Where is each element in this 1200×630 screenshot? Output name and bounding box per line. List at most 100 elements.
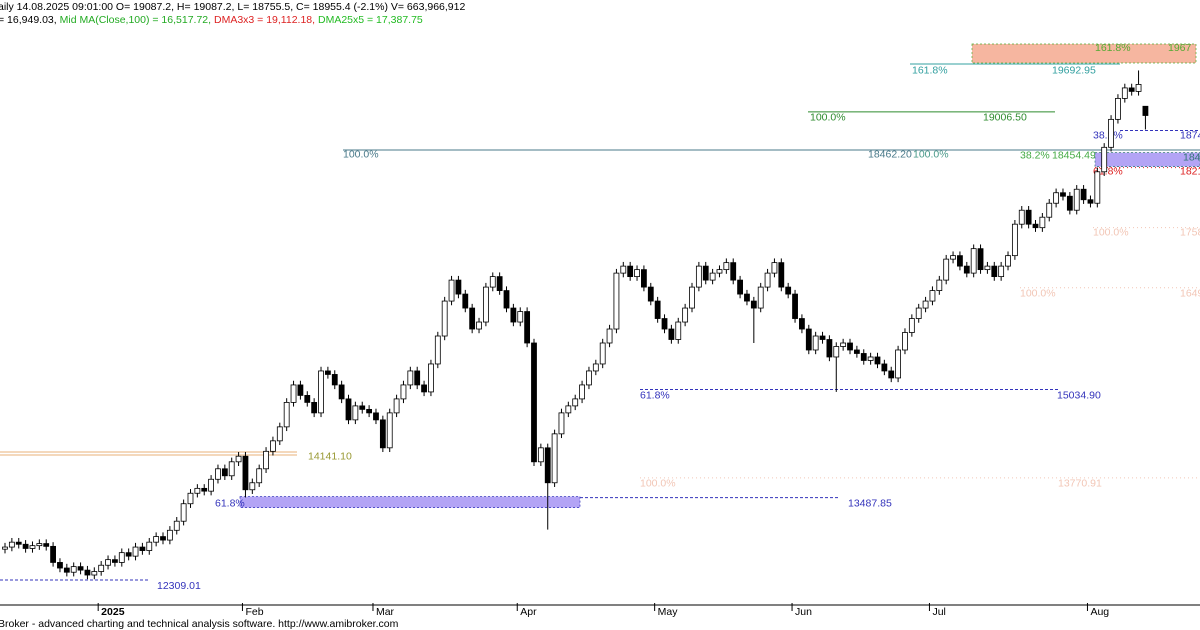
candle-body — [393, 398, 400, 414]
level-percent: 38.2% — [1093, 129, 1123, 141]
candle-body — [407, 370, 414, 386]
candle-body — [139, 546, 146, 551]
candle-body — [1011, 223, 1018, 257]
candle-body — [544, 447, 551, 484]
candle-body — [565, 405, 572, 414]
candle-body — [785, 286, 792, 295]
candle-body — [283, 402, 290, 428]
candle-body — [1135, 84, 1142, 92]
indicator: DMA3x3 = 19,112.18, — [214, 14, 318, 26]
candle-body — [476, 321, 482, 330]
level-label: 1758 — [1180, 226, 1200, 238]
candle-body — [998, 265, 1005, 278]
candle-body — [991, 265, 998, 278]
candle-body — [805, 328, 812, 351]
candle-body — [826, 339, 833, 358]
level-label: 13487.85 — [848, 497, 892, 509]
candle-body — [448, 279, 455, 302]
candle-body — [613, 272, 620, 330]
candle-body — [1094, 171, 1101, 204]
candle-body — [668, 328, 675, 340]
candle-body — [579, 384, 585, 400]
level-label: 18454.49 — [1052, 149, 1096, 161]
level-percent: 61.8% — [640, 389, 670, 401]
candle-body — [112, 559, 118, 563]
x-tick-label: Apr — [520, 606, 537, 618]
candle-body — [860, 353, 867, 361]
candle-body — [242, 455, 249, 491]
candle-body — [304, 395, 311, 403]
candle-body — [132, 546, 139, 557]
candle-body — [750, 300, 757, 309]
candle-body — [379, 419, 386, 449]
candle-body — [895, 349, 901, 379]
candle-body — [517, 311, 524, 323]
candle-body — [469, 307, 476, 330]
candle-body — [689, 286, 695, 309]
candle-body — [1039, 216, 1046, 229]
candle-body — [1142, 105, 1149, 116]
candle-body — [352, 405, 359, 421]
candle-body — [888, 370, 895, 379]
candle-body — [1046, 202, 1053, 218]
candle-body — [386, 412, 393, 449]
level-label: 19692.95 — [1052, 65, 1096, 77]
candle-body — [812, 335, 819, 351]
candle-body — [1087, 199, 1094, 204]
candle-body — [757, 286, 764, 309]
candle-body — [36, 543, 43, 547]
candle-body — [963, 265, 970, 274]
candle-body — [489, 276, 496, 288]
candle-body — [661, 318, 668, 330]
candle-body — [482, 286, 489, 323]
candle-body — [249, 482, 256, 491]
candle-body — [675, 321, 682, 340]
footer: Broker - advanced charting and technical… — [0, 618, 399, 630]
candle-body — [847, 342, 853, 351]
candle-body — [929, 290, 936, 302]
candle-body — [98, 564, 105, 572]
candle-body — [744, 293, 750, 302]
candle-body — [1005, 255, 1011, 267]
candle-body — [173, 520, 180, 531]
candle-body — [263, 450, 269, 470]
candle-body — [105, 559, 111, 566]
candle-body — [160, 536, 166, 541]
level-percent: 38.2% — [1020, 149, 1050, 161]
candle-body — [345, 398, 352, 421]
candle-body — [373, 412, 379, 421]
candle-body — [400, 384, 407, 400]
candle-body — [153, 536, 160, 543]
candle-body — [366, 408, 373, 414]
level-percent: 100.0% — [810, 112, 846, 124]
candle-body — [338, 384, 345, 400]
candle-body — [682, 307, 689, 323]
candle-body — [874, 356, 881, 365]
level-percent: 161.8% — [912, 65, 948, 77]
candle-body — [723, 262, 730, 271]
x-tick-label: Feb — [245, 606, 263, 618]
candle-body — [620, 265, 627, 274]
candle-body — [434, 335, 441, 365]
levels: 12309.01 14141.10 13487.85 61.8% 13770.91 100… — [0, 42, 1200, 592]
candle-body — [1121, 87, 1128, 99]
candle-body — [1073, 188, 1080, 211]
candle-body — [908, 318, 915, 333]
candle-body — [331, 374, 338, 386]
candle-body — [737, 279, 743, 295]
level-label: 12309.01 — [157, 580, 201, 592]
candle-body — [221, 468, 228, 477]
candle-body — [764, 272, 771, 288]
candle-body — [1128, 87, 1135, 92]
level-label: 14141.10 — [308, 451, 352, 463]
level-percent: 100.0% — [913, 149, 949, 161]
level-label: 13770.91 — [1058, 478, 1102, 490]
candle-body — [510, 307, 517, 323]
x-tick-label: Mar — [376, 606, 395, 618]
candle-body — [634, 269, 640, 278]
indicator: Mid MA(Close,100) = 16,517.72, — [60, 14, 214, 26]
candle-body — [421, 384, 427, 393]
candle-body — [146, 541, 153, 551]
